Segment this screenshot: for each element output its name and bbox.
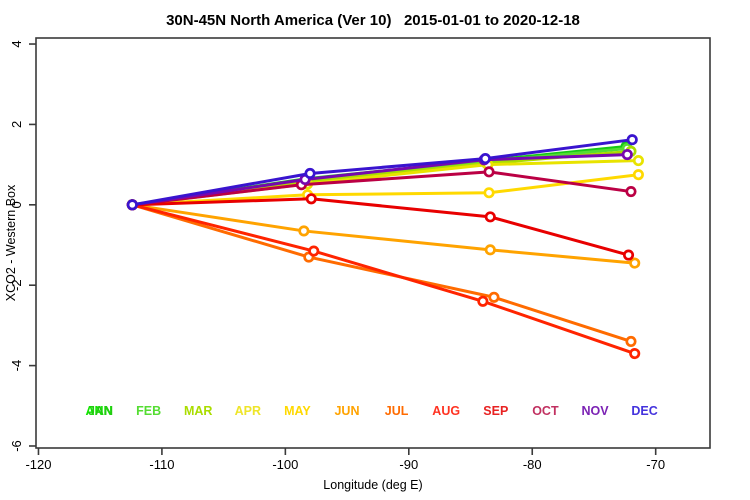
legend-label-jun: JUN bbox=[334, 404, 359, 418]
legend-label-jan: JAN bbox=[88, 404, 113, 418]
legend-label-mar: MAR bbox=[184, 404, 212, 418]
data-point-dec bbox=[626, 134, 638, 146]
x-tick-label: -80 bbox=[523, 457, 542, 472]
data-point-jun bbox=[629, 257, 641, 269]
legend-label-oct: OCT bbox=[532, 404, 559, 418]
y-tick-label: -6 bbox=[9, 440, 24, 452]
series-dec bbox=[126, 134, 638, 211]
series-line-nov bbox=[130, 153, 629, 207]
data-point-may bbox=[483, 187, 495, 199]
data-point-apr bbox=[632, 155, 644, 167]
y-tick-label: -4 bbox=[9, 360, 24, 372]
series-line-dec bbox=[130, 138, 634, 207]
series-jun bbox=[126, 199, 641, 269]
x-tick-label: -90 bbox=[399, 457, 418, 472]
axis-ticks: -120 -110 -100 -90 -80 -70 -6 -4 -2 0 2 4 bbox=[9, 40, 665, 472]
x-tick-label: -110 bbox=[149, 457, 174, 472]
data-point-sep bbox=[622, 249, 635, 261]
data-point-aug bbox=[629, 347, 641, 360]
series-line-oct bbox=[130, 170, 633, 207]
x-tick-label: -70 bbox=[646, 457, 665, 472]
data-point-nov bbox=[621, 149, 633, 161]
y-tick-label: 2 bbox=[9, 121, 24, 128]
data-point-jun bbox=[484, 244, 496, 256]
legend-label-jul: JUL bbox=[385, 404, 409, 418]
data-point-oct bbox=[625, 185, 637, 198]
data-point-sep bbox=[484, 211, 496, 223]
series-line-aug bbox=[130, 203, 637, 356]
legend-label-sep: SEP bbox=[483, 404, 508, 418]
legend-label-dec: DEC bbox=[631, 404, 657, 418]
series-line-sep bbox=[130, 197, 631, 257]
plot-box bbox=[35, 37, 711, 449]
x-axis-title: Longitude (deg E) bbox=[323, 478, 422, 492]
legend-label-nov: NOV bbox=[581, 404, 609, 418]
legend-label-feb: FEB bbox=[136, 404, 161, 418]
x-tick-label: -100 bbox=[272, 457, 298, 472]
data-series bbox=[126, 134, 644, 360]
data-point-may bbox=[632, 169, 644, 181]
y-axis-title: XCO2 - Western Box bbox=[4, 184, 18, 301]
legend-label-ann: ANN bbox=[85, 404, 112, 418]
x-tick-label: -120 bbox=[25, 457, 51, 472]
legend-label-may: MAY bbox=[284, 404, 311, 418]
legend-label-aug: AUG bbox=[432, 404, 460, 418]
legend-label-apr: APR bbox=[235, 404, 261, 418]
data-point-aug bbox=[308, 245, 320, 257]
chart-title: 30N-45N North America (Ver 10) 2015-01-0… bbox=[166, 12, 580, 29]
y-tick-label: 4 bbox=[9, 40, 24, 47]
data-point-dec bbox=[479, 153, 491, 165]
data-point-sep bbox=[305, 193, 317, 205]
series-line-jun bbox=[130, 203, 637, 265]
data-point-jun bbox=[298, 225, 310, 237]
data-point-dec bbox=[126, 199, 138, 211]
data-point-jul bbox=[625, 335, 637, 348]
data-point-jul bbox=[488, 291, 500, 303]
data-point-dec bbox=[304, 167, 316, 180]
series-aug bbox=[126, 199, 641, 360]
data-point-oct bbox=[483, 166, 495, 178]
y-tick-label: 0 bbox=[9, 201, 24, 208]
data-point-aug bbox=[477, 295, 489, 307]
y-tick-label: -2 bbox=[9, 279, 24, 291]
